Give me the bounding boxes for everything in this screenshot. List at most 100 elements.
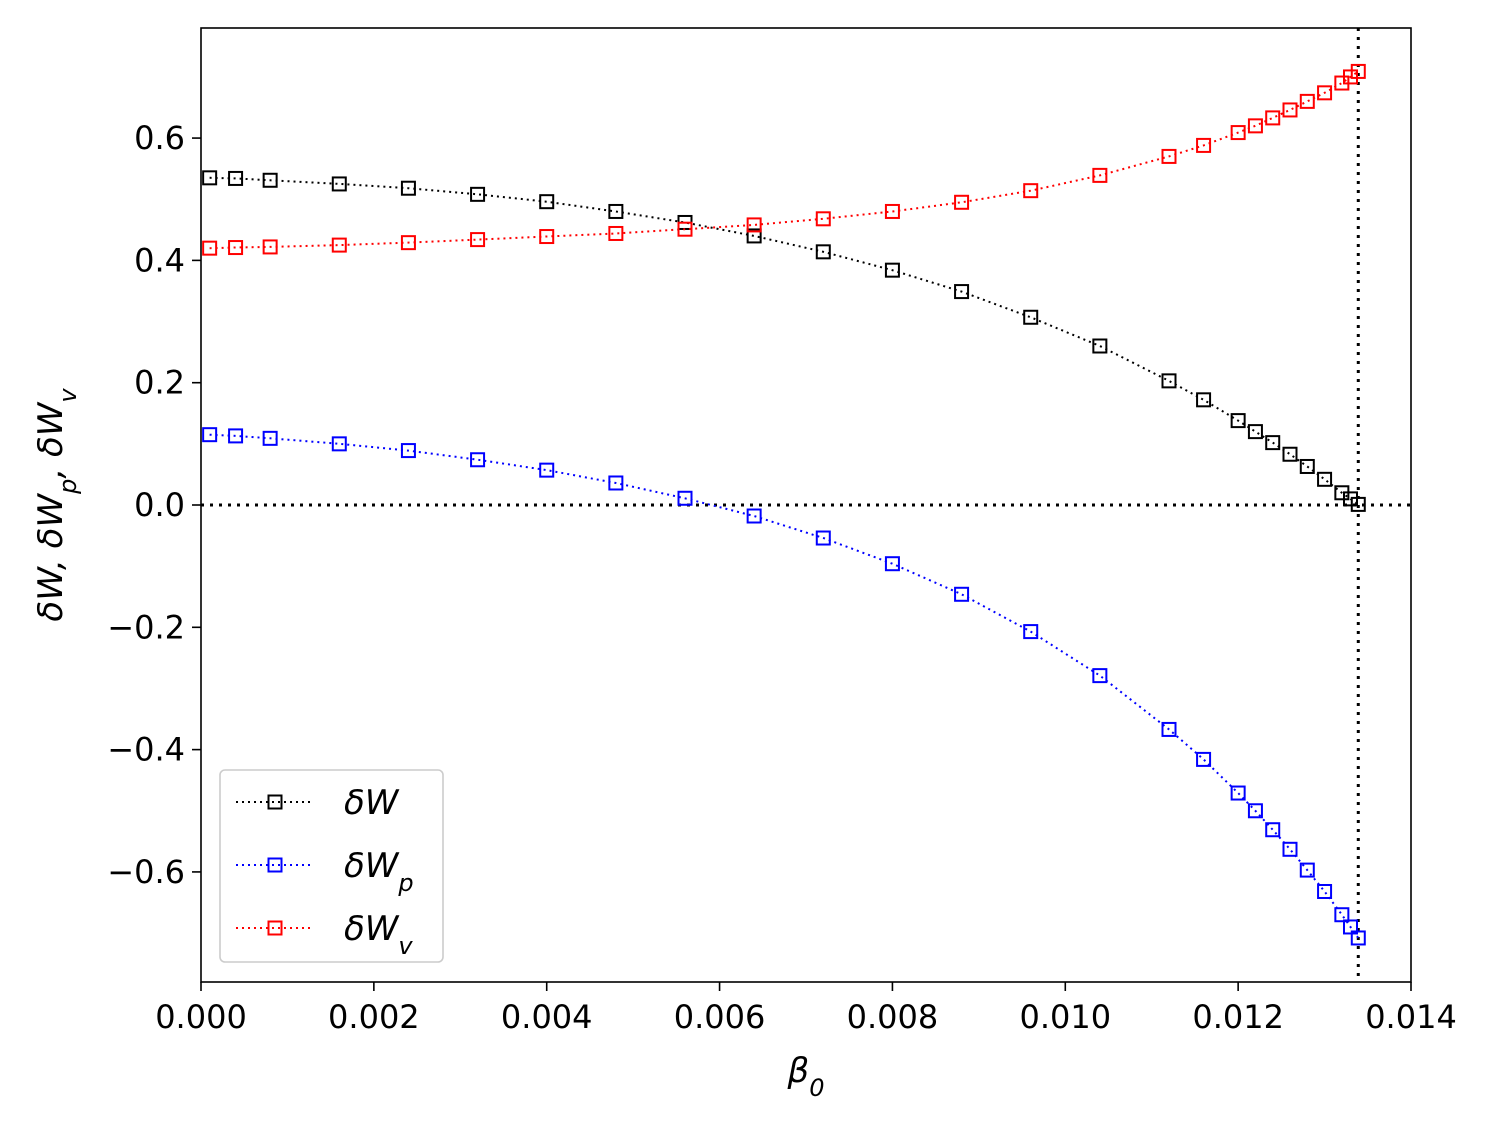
data-point (1161, 148, 1177, 164)
data-point (1265, 435, 1281, 451)
data-point (470, 452, 486, 468)
data-point (1282, 841, 1298, 857)
legend-item-0: δW (236, 783, 400, 823)
data-point (1350, 496, 1366, 512)
legend-label: δW (344, 783, 400, 823)
legend-item-1: δWp (236, 846, 414, 897)
data-point (331, 237, 347, 253)
data-point (1317, 85, 1333, 101)
y-tick-label: 0.4 (134, 241, 185, 279)
data-point (262, 172, 278, 188)
data-point (608, 475, 624, 491)
data-point (1196, 751, 1212, 767)
data-point (202, 170, 218, 186)
data-point (746, 228, 762, 244)
y-tick-label: −0.6 (107, 853, 185, 891)
data-point (1196, 392, 1212, 408)
legend-item-2: δWv (236, 909, 413, 960)
data-point (202, 240, 218, 256)
series-2 (202, 63, 1366, 256)
data-point (1265, 110, 1281, 126)
data-point (1092, 338, 1108, 354)
data-point (539, 462, 555, 478)
data-point (1247, 424, 1263, 440)
series-0 (202, 170, 1366, 512)
data-point (262, 239, 278, 255)
axes-layer: 0.000 0.002 0.004 0.006 0.008 0.010 0.012 0.014… (31, 27, 1457, 1102)
data-point (815, 244, 831, 260)
data-point (1299, 93, 1315, 109)
data-point (954, 194, 970, 210)
x-tick-label: 0.002 (328, 998, 420, 1036)
data-point (331, 176, 347, 192)
data-point (1161, 373, 1177, 389)
data-point (539, 194, 555, 210)
data-point (1317, 883, 1333, 899)
data-point (677, 490, 693, 506)
x-tick-label: 0.014 (1365, 998, 1457, 1036)
data-point (1092, 167, 1108, 183)
data-point (1023, 183, 1039, 199)
data-point (470, 232, 486, 248)
legend-label: δWv (344, 909, 413, 960)
data-point (400, 180, 416, 196)
series-1 (202, 427, 1366, 946)
legend-box (219, 769, 444, 963)
series-line (209, 70, 1359, 250)
legend-marker (267, 857, 283, 873)
series-line (209, 176, 1359, 506)
y-tick-label: −0.2 (107, 608, 185, 646)
data-point (608, 203, 624, 219)
legend-marker (267, 794, 283, 810)
data-point (815, 211, 831, 227)
y-tick-label: 0.0 (134, 486, 185, 524)
data-point (954, 586, 970, 602)
y-tick-label: 0.2 (134, 364, 185, 402)
data-point (1317, 471, 1333, 487)
data-point (1161, 721, 1177, 737)
data-point (1196, 137, 1212, 153)
data-point (1230, 125, 1246, 141)
data-point (202, 427, 218, 443)
data-point (228, 428, 244, 444)
data-point (228, 170, 244, 186)
plot-layer (201, 28, 1411, 982)
data-point (228, 240, 244, 256)
x-tick-label: 0.012 (1192, 998, 1284, 1036)
y-axis-label: δW, δWp, δWv (31, 388, 82, 622)
data-point (1230, 785, 1246, 801)
data-point (262, 430, 278, 446)
data-point (1247, 803, 1263, 819)
data-point (1023, 309, 1039, 325)
legend: δW δWp δWv (219, 769, 444, 963)
data-point (1334, 907, 1350, 923)
data-point (1265, 822, 1281, 838)
data-point (746, 508, 762, 524)
data-point (954, 284, 970, 300)
x-axis-label: β0 (787, 1051, 825, 1102)
x-tick-label: 0.006 (674, 998, 766, 1036)
y-tick-label: −0.4 (107, 731, 185, 769)
data-point (1230, 413, 1246, 429)
data-point (400, 235, 416, 251)
data-point (1299, 862, 1315, 878)
data-point (1092, 668, 1108, 684)
data-point (1350, 930, 1366, 946)
data-point (746, 217, 762, 233)
data-point (470, 186, 486, 202)
data-point (1282, 102, 1298, 118)
data-point (1350, 63, 1366, 79)
y-tick-label: 0.6 (134, 119, 185, 157)
legend-marker (267, 920, 283, 936)
data-point (1247, 118, 1263, 134)
data-point (1343, 919, 1358, 935)
data-point (815, 530, 831, 546)
data-point (1299, 458, 1315, 474)
data-point (400, 443, 416, 459)
x-tick-label: 0.010 (1019, 998, 1111, 1036)
data-point (331, 436, 347, 452)
x-tick-label: 0.000 (155, 998, 247, 1036)
data-point (677, 221, 693, 237)
